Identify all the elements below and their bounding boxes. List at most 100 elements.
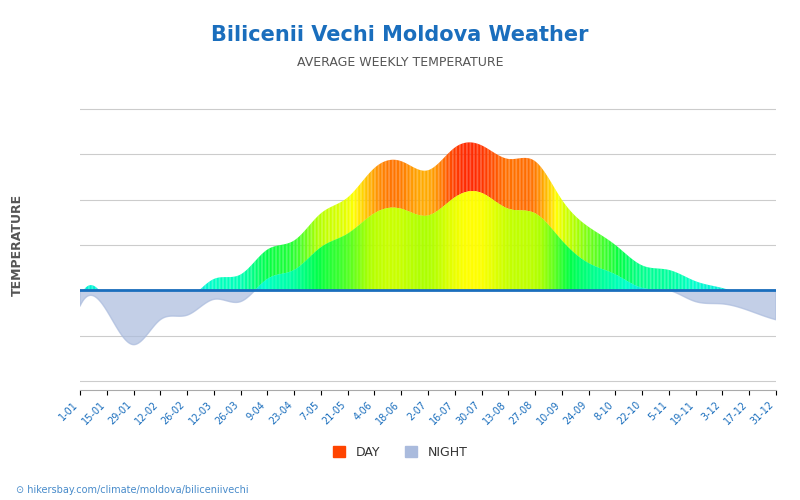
Polygon shape <box>550 226 551 290</box>
Polygon shape <box>600 268 602 290</box>
Polygon shape <box>286 244 288 273</box>
Polygon shape <box>590 264 592 290</box>
Polygon shape <box>594 231 596 266</box>
Polygon shape <box>367 218 369 290</box>
Polygon shape <box>302 264 303 290</box>
Polygon shape <box>656 289 658 290</box>
Polygon shape <box>349 232 350 290</box>
Polygon shape <box>479 144 480 192</box>
Polygon shape <box>371 214 373 290</box>
Polygon shape <box>348 196 349 234</box>
Polygon shape <box>412 212 414 290</box>
Polygon shape <box>643 288 645 290</box>
Polygon shape <box>483 146 485 194</box>
Polygon shape <box>562 242 564 290</box>
Polygon shape <box>632 260 634 284</box>
Polygon shape <box>322 211 324 246</box>
Polygon shape <box>634 260 635 285</box>
Polygon shape <box>610 241 611 272</box>
Polygon shape <box>582 259 583 290</box>
Polygon shape <box>450 150 451 202</box>
Polygon shape <box>327 243 328 290</box>
Polygon shape <box>592 229 594 266</box>
Polygon shape <box>536 214 538 290</box>
Polygon shape <box>586 262 588 290</box>
Polygon shape <box>485 194 486 290</box>
Polygon shape <box>416 214 418 290</box>
Polygon shape <box>374 212 376 290</box>
Polygon shape <box>338 203 339 238</box>
Polygon shape <box>691 279 692 290</box>
Polygon shape <box>377 211 378 290</box>
Polygon shape <box>483 194 485 290</box>
Polygon shape <box>202 286 204 290</box>
Polygon shape <box>88 285 90 290</box>
Polygon shape <box>521 158 522 210</box>
Polygon shape <box>388 160 390 208</box>
Polygon shape <box>504 158 506 208</box>
Polygon shape <box>611 272 613 290</box>
Polygon shape <box>284 273 285 290</box>
Polygon shape <box>310 256 311 290</box>
Polygon shape <box>642 266 643 288</box>
Polygon shape <box>359 224 360 290</box>
Polygon shape <box>667 270 669 290</box>
Polygon shape <box>645 288 646 290</box>
Polygon shape <box>605 237 606 270</box>
Polygon shape <box>388 208 390 290</box>
Polygon shape <box>611 242 613 273</box>
Polygon shape <box>348 232 349 290</box>
Polygon shape <box>518 210 519 290</box>
Polygon shape <box>257 258 258 288</box>
Polygon shape <box>578 256 579 290</box>
Polygon shape <box>317 216 318 250</box>
Polygon shape <box>282 274 284 290</box>
Polygon shape <box>547 176 549 225</box>
Polygon shape <box>468 192 469 290</box>
Polygon shape <box>557 192 558 236</box>
Polygon shape <box>621 278 622 290</box>
Polygon shape <box>558 236 560 290</box>
Polygon shape <box>643 266 645 288</box>
Polygon shape <box>652 289 654 290</box>
Polygon shape <box>511 159 512 210</box>
Polygon shape <box>557 235 558 290</box>
Polygon shape <box>632 284 634 290</box>
Polygon shape <box>397 208 398 290</box>
Polygon shape <box>95 286 97 290</box>
Polygon shape <box>349 232 350 290</box>
Polygon shape <box>529 158 530 212</box>
Polygon shape <box>566 246 568 290</box>
Polygon shape <box>546 222 547 290</box>
Polygon shape <box>564 243 566 290</box>
Polygon shape <box>391 160 393 208</box>
Polygon shape <box>542 218 543 290</box>
Polygon shape <box>455 146 457 197</box>
Polygon shape <box>462 143 463 194</box>
Polygon shape <box>296 268 298 290</box>
Polygon shape <box>671 270 673 290</box>
Polygon shape <box>614 244 615 274</box>
Polygon shape <box>288 272 290 290</box>
Polygon shape <box>393 160 394 208</box>
Polygon shape <box>546 222 547 290</box>
Polygon shape <box>275 275 277 290</box>
Polygon shape <box>344 200 345 236</box>
Polygon shape <box>658 268 659 289</box>
Polygon shape <box>493 152 494 200</box>
Polygon shape <box>288 243 290 272</box>
Polygon shape <box>292 241 294 271</box>
Polygon shape <box>476 192 478 290</box>
Polygon shape <box>632 284 634 290</box>
Polygon shape <box>560 238 562 290</box>
Polygon shape <box>87 286 88 290</box>
Polygon shape <box>514 210 515 290</box>
Polygon shape <box>447 202 448 290</box>
Polygon shape <box>658 289 659 290</box>
Polygon shape <box>284 273 285 290</box>
Polygon shape <box>246 269 247 290</box>
Polygon shape <box>712 286 714 290</box>
Polygon shape <box>507 208 508 290</box>
Polygon shape <box>583 260 585 290</box>
Polygon shape <box>536 162 538 214</box>
